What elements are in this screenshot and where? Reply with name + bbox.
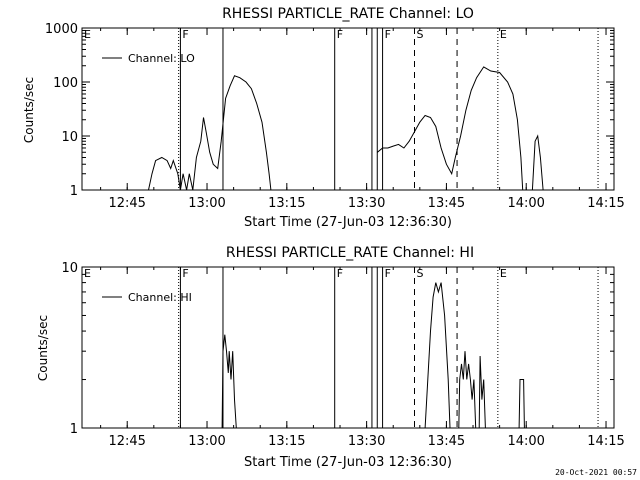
- x-axis-label-hi: Start Time (27-Jun-03 12:36:30): [244, 455, 452, 470]
- data-series-line-hi: [478, 355, 486, 429]
- x-tick-label-lo: 12:45: [108, 196, 145, 211]
- event-annotation-hi: F: [337, 267, 343, 280]
- data-series-line-hi: [458, 351, 477, 429]
- x-tick-label-hi: 13:00: [188, 434, 225, 449]
- plot-frame-lo: [81, 27, 615, 191]
- data-series-line-hi: [424, 282, 451, 429]
- x-tick-label-lo: 14:15: [587, 196, 624, 211]
- generation-timestamp: 20-Oct-2021 00:57: [555, 468, 637, 477]
- chart-title-lo: RHESSI PARTICLE_RATE Channel: LO: [222, 6, 474, 22]
- event-annotation-lo: E: [500, 28, 507, 41]
- x-tick-label-hi: 12:45: [108, 434, 145, 449]
- event-annotation-lo: E: [84, 28, 91, 41]
- y-tick-label-hi: 10: [61, 261, 78, 276]
- x-tick-label-hi: 14:15: [587, 434, 624, 449]
- y-tick-label-hi: 1: [70, 422, 78, 437]
- x-tick-label-lo: 14:00: [507, 196, 544, 211]
- x-tick-label-lo: 13:45: [428, 196, 465, 211]
- event-annotation-hi: F: [182, 267, 188, 280]
- x-tick-label-hi: 13:30: [348, 434, 385, 449]
- panel-lo: 12:45 13:00 13:15 13:30 13:45 14:00 14:15 1 10 10…: [45, 22, 625, 211]
- event-annotation-lo: F: [182, 28, 188, 41]
- event-annotation-hi: E: [500, 267, 507, 280]
- data-series-line-lo: [531, 134, 544, 191]
- x-tick-label-hi: 13:45: [428, 434, 465, 449]
- y-tick-label-lo: 100: [53, 76, 78, 91]
- event-annotation-hi: E: [84, 267, 91, 280]
- legend-entry-lo: Channel: LO: [128, 52, 195, 65]
- event-annotation-lo: F: [337, 28, 343, 41]
- x-tick-label-lo: 13:00: [188, 196, 225, 211]
- x-tick-label-hi: 13:15: [268, 434, 305, 449]
- x-tick-label-hi: 14:00: [507, 434, 544, 449]
- x-tick-label-lo: 13:30: [348, 196, 385, 211]
- y-tick-label-lo: 1000: [45, 22, 78, 37]
- event-annotation-lo: F: [385, 28, 391, 41]
- y-tick-label-lo: 1: [70, 184, 78, 199]
- y-tick-label-lo: 10: [61, 130, 78, 145]
- y-axis-label-hi: Counts/sec: [36, 315, 50, 381]
- event-annotation-lo: S: [417, 28, 424, 41]
- event-annotation-hi: F: [385, 267, 391, 280]
- data-series-line-lo: [376, 66, 524, 191]
- y-axis-label-lo: Counts/sec: [22, 77, 36, 143]
- data-series-line-lo: [148, 75, 272, 191]
- data-series-line-hi: [221, 334, 237, 429]
- data-series-line-hi: [518, 379, 525, 429]
- event-annotation-hi: S: [417, 267, 424, 280]
- x-axis-label-lo: Start Time (27-Jun-03 12:36:30): [244, 215, 452, 230]
- chart-title-hi: RHESSI PARTICLE_RATE Channel: HI: [226, 245, 474, 261]
- panel-hi: 12:45 13:00 13:15 13:30 13:45 14:00 14:15 1 10 E F…: [61, 261, 624, 449]
- plot-frame-hi: [81, 266, 615, 429]
- x-tick-label-lo: 13:15: [268, 196, 305, 211]
- legend-entry-hi: Channel: HI: [128, 291, 192, 304]
